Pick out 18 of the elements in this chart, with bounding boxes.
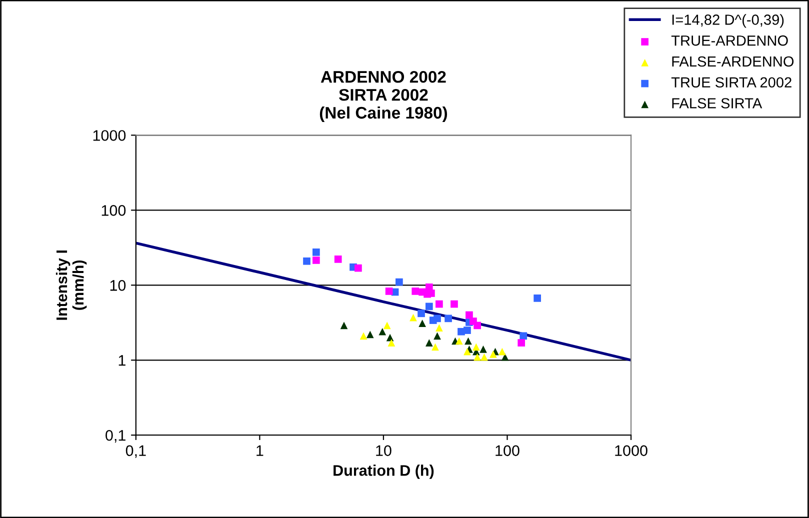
y-tick-label: 10 (110, 280, 126, 291)
y-tick-label: 1000 (93, 130, 126, 141)
legend-label: TRUE SIRTA 2002 (671, 77, 792, 88)
legend-label: TRUE-ARDENNO (671, 35, 788, 46)
y-axis-title: Intensity I (mm/h) (56, 250, 87, 320)
x-tick-label: 10 (376, 445, 392, 456)
y-tick-label: 0,1 (106, 430, 126, 443)
chart-title: ARDENNO 2002 SIRTA 2002 (Nel Caine 1980) (320, 70, 448, 122)
x-tick-label: 1000 (615, 445, 648, 456)
legend-label: FALSE-ARDENNO (672, 56, 794, 67)
x-tick-label: 0,1 (126, 445, 146, 458)
y-tick-label: 100 (102, 205, 126, 216)
legend-label: I=14,82 D^(-0,39) (672, 14, 784, 28)
x-tick-label: 100 (496, 445, 520, 456)
x-axis-title: Duration D (h) (334, 464, 434, 479)
y-tick-label: 1 (118, 355, 126, 366)
legend-label: FALSE SIRTA (672, 98, 762, 108)
x-tick-label: 1 (256, 445, 264, 456)
